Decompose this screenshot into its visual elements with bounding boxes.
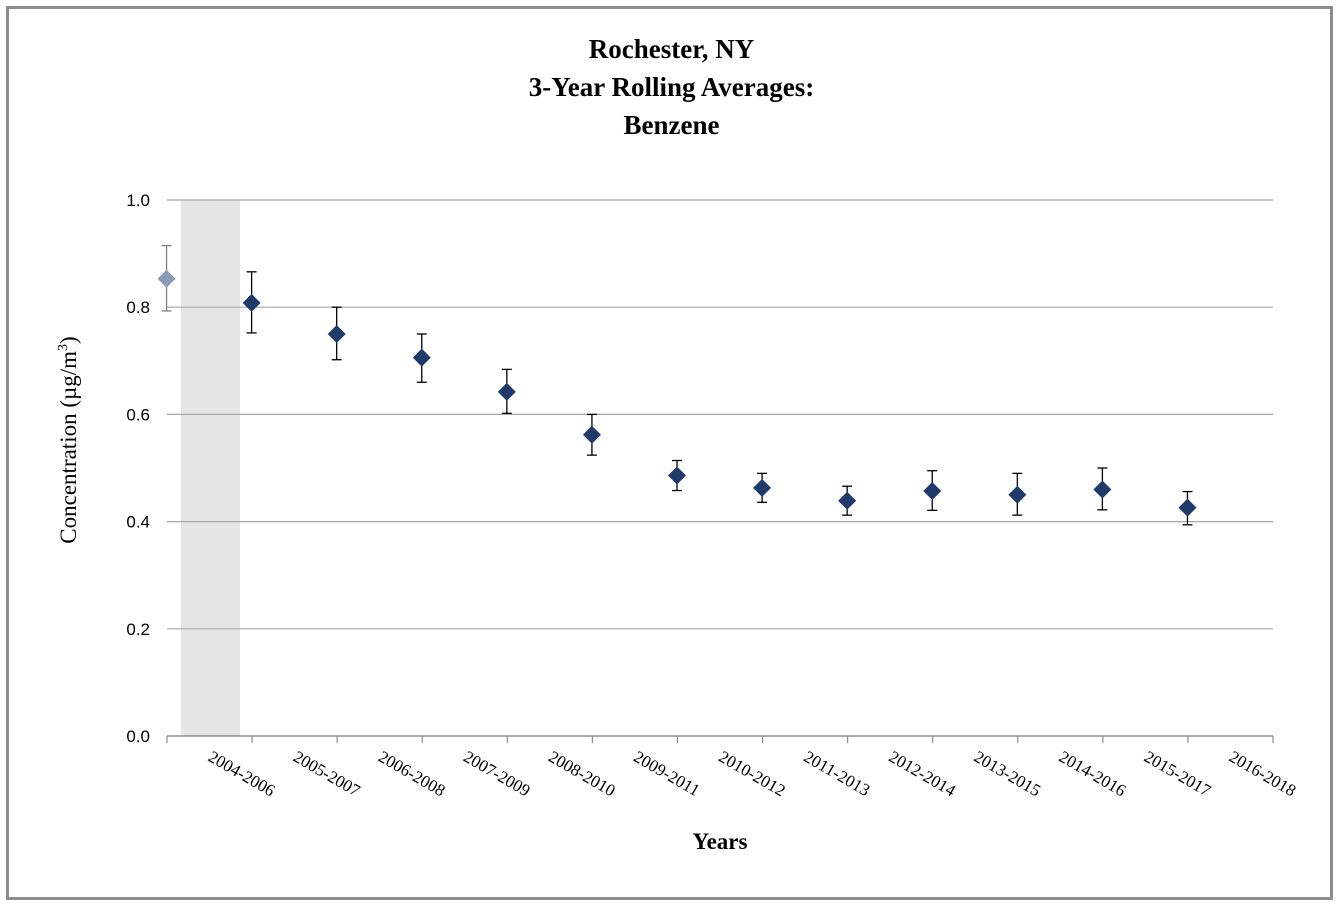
data-point [668, 466, 686, 485]
error-bars [161, 244, 1193, 526]
x-tick-label: 2016-2018 [1226, 747, 1299, 800]
x-tick-label: 2004-2006 [205, 747, 278, 800]
y-axis-title-superscript: 3 [56, 344, 71, 351]
y-axis-title-close: ) [56, 336, 81, 344]
gridlines [167, 199, 1273, 630]
y-tick-labels: 0.0 0.2 0.4 0.6 0.8 1.0 [126, 191, 150, 746]
highlight-band [181, 200, 240, 736]
chart-title-line-3: Benzene [623, 110, 720, 140]
data-point [327, 325, 346, 343]
x-tick-label: 2013-2015 [971, 747, 1044, 800]
highlight-band-layer [181, 200, 240, 736]
x-tick-label: 2006-2008 [375, 747, 448, 800]
data-point [582, 425, 601, 444]
data-point [753, 478, 772, 497]
chart-title-line-2: 3-Year Rolling Averages: [528, 72, 815, 102]
y-tick-label: 0.0 [126, 727, 150, 746]
x-tick-label: 2011-2013 [801, 747, 874, 800]
data-point [497, 382, 516, 401]
x-axis-title: Years [693, 829, 748, 854]
y-tick-label: 0.2 [126, 620, 150, 639]
x-tick-label: 2008-2010 [545, 747, 618, 800]
x-tick-labels: 2004-2006 2005-2007 2006-2008 2007-2009 2008… [205, 747, 1299, 801]
x-tick-label: 2009-2011 [630, 747, 703, 800]
y-tick-label: 0.4 [126, 513, 150, 532]
y-axis-title-text: Concentration (µg/m [56, 351, 81, 544]
data-point [1008, 485, 1027, 504]
x-tick-label: 2012-2014 [886, 747, 960, 801]
data-point [838, 491, 857, 510]
y-tick-label: 1.0 [126, 191, 150, 210]
x-axis [166, 735, 1274, 743]
x-tick-label: 2015-2017 [1141, 747, 1215, 801]
x-tick-label: 2005-2007 [290, 747, 364, 801]
data-points [157, 269, 1197, 517]
data-point [923, 482, 942, 501]
y-tick-label: 0.6 [126, 405, 150, 424]
data-point [412, 348, 431, 367]
chart-title-line-1: Rochester, NY [588, 34, 755, 64]
y-axis-title: Concentration (µg/m3) [56, 336, 81, 543]
data-point [157, 269, 176, 288]
x-tick-label: 2010-2012 [715, 747, 788, 800]
data-point [1178, 498, 1197, 517]
x-tick-label: 2007-2009 [460, 747, 533, 800]
x-tick-label: 2014-2016 [1056, 747, 1129, 800]
chart-title: Rochester, NY 3-Year Rolling Averages: B… [0, 30, 1343, 144]
data-point [1093, 480, 1112, 499]
data-point [242, 293, 261, 312]
y-tick-label: 0.8 [126, 298, 150, 317]
